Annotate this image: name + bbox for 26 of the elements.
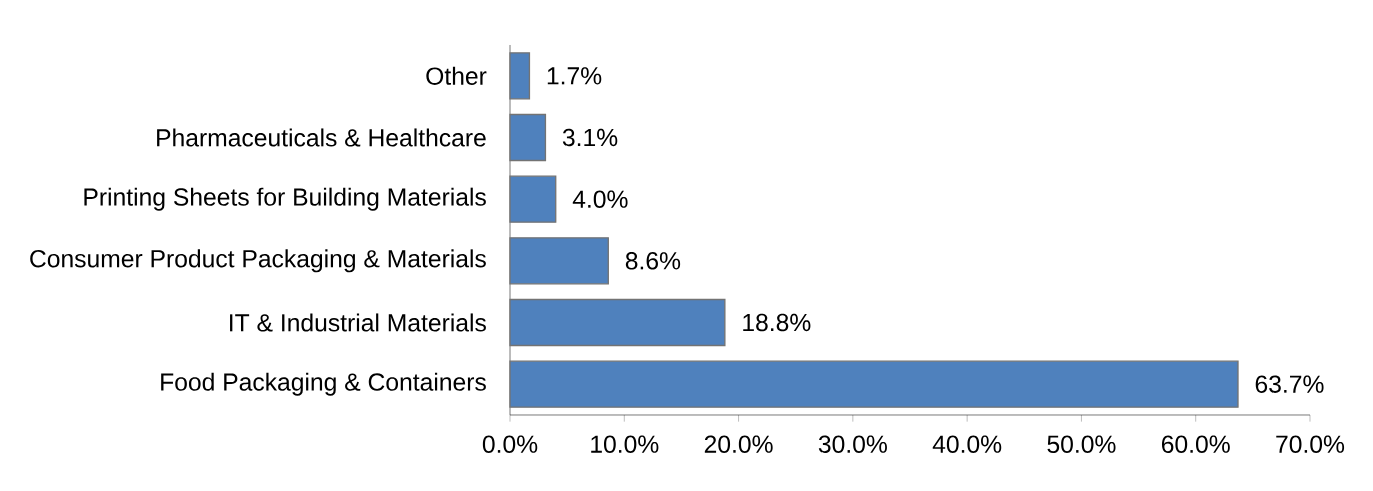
- data-label: 63.7%: [1255, 375, 1324, 393]
- y-tick-label: Food Packaging & Containers: [161, 372, 486, 396]
- x-tick-label: 30.0%: [818, 435, 887, 453]
- bar: [509, 113, 547, 162]
- data-label: 8.6%: [625, 252, 681, 270]
- bar: [509, 52, 531, 100]
- x-tick-label: 10.0%: [591, 435, 659, 453]
- x-tick-label: 20.0%: [704, 435, 773, 453]
- bar: [509, 237, 609, 285]
- bar: [509, 298, 726, 347]
- data-label: 4.0%: [572, 190, 628, 208]
- bar: [509, 175, 557, 223]
- x-tick-label: 60.0%: [1161, 435, 1230, 453]
- data-label: 18.8%: [743, 313, 811, 332]
- data-label: 1.7%: [547, 67, 602, 85]
- bar: [509, 360, 1239, 408]
- x-tick-label: 50.0%: [1047, 435, 1116, 453]
- x-tick-label: 0.0%: [482, 435, 538, 453]
- y-tick-label: Other: [426, 66, 487, 85]
- y-tick-label: IT & Industrial Materials: [230, 313, 486, 332]
- x-tick-label: 40.0%: [932, 435, 1002, 453]
- data-label: 3.1%: [562, 128, 618, 147]
- y-tick-label: Printing Sheets for Building Materials: [84, 187, 486, 211]
- y-tick-label: Consumer Product Packaging & Materials: [30, 249, 486, 273]
- x-tick-label: 70.0%: [1276, 435, 1345, 453]
- y-tick-label: Pharmaceuticals & Healthcare: [157, 128, 486, 147]
